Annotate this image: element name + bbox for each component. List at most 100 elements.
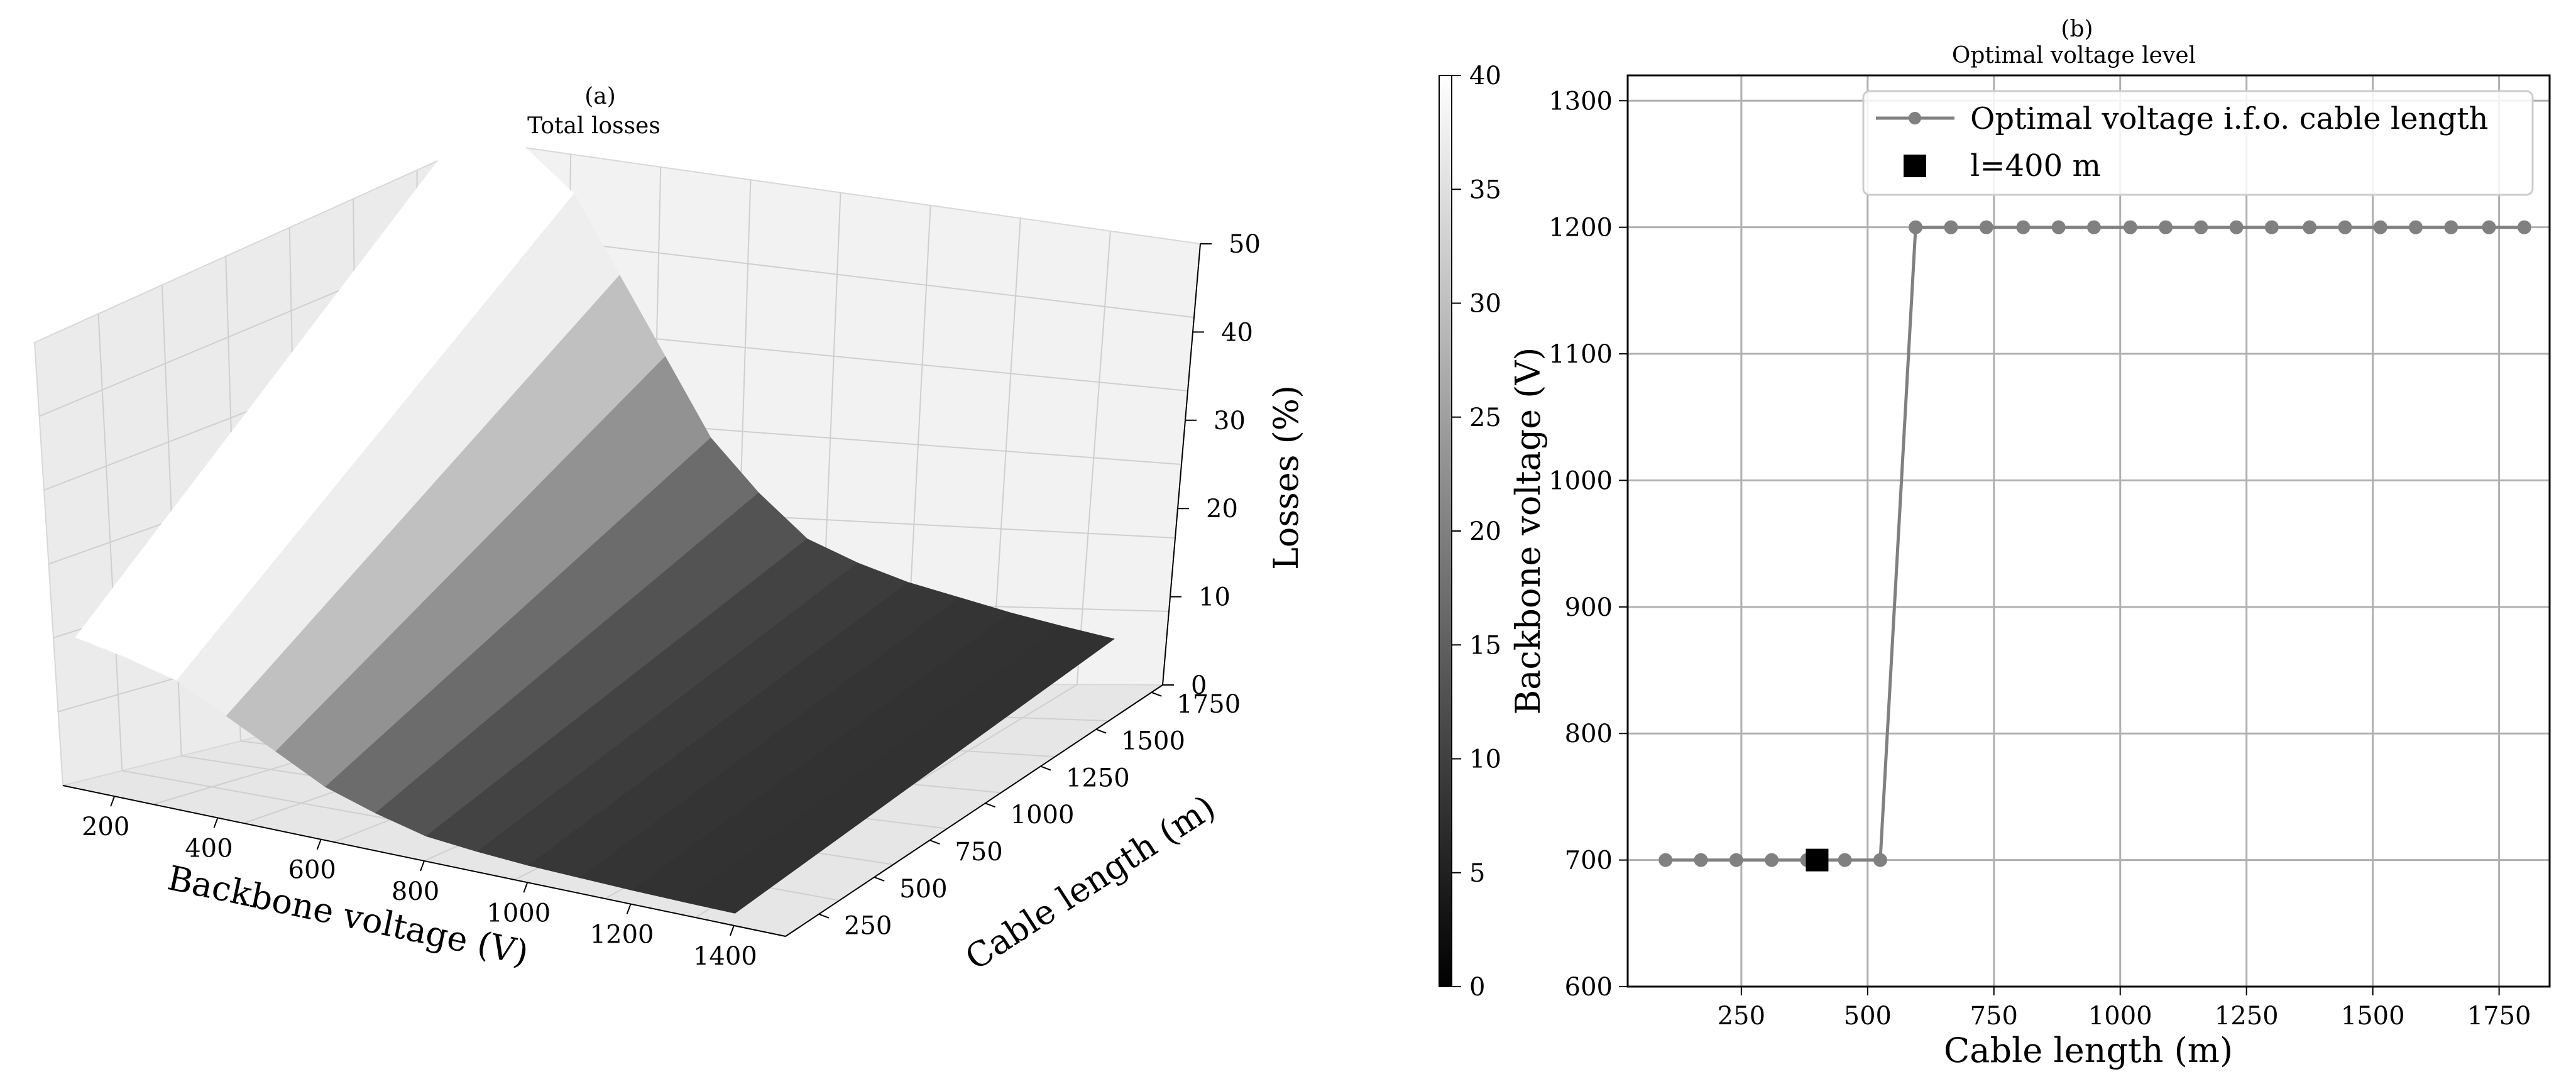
x-tick-label-b: 1250 xyxy=(2215,1002,2279,1031)
colorbar-tick-label: 15 xyxy=(1469,631,1501,660)
legend-label-optimal: Optimal voltage i.f.o. cable length xyxy=(1970,101,2488,136)
series-optimal-voltage-point xyxy=(1909,220,1923,234)
series-optimal-voltage-point xyxy=(1729,853,1743,867)
x-tick-label-b: 250 xyxy=(1718,1002,1765,1031)
axis-ticks-3d: 2004006008001000120014002505007501000125… xyxy=(82,230,1261,971)
y-tick-label-b: 800 xyxy=(1565,720,1613,748)
series-optimal-voltage-point xyxy=(1694,853,1708,867)
loss-surface xyxy=(75,110,1115,914)
x-tick-3d xyxy=(626,904,632,914)
y-tick-label-b: 1000 xyxy=(1548,466,1613,495)
y-tick-3d xyxy=(985,802,995,808)
series-optimal-voltage-point xyxy=(1979,220,1993,234)
y-tick-label-b: 700 xyxy=(1565,846,1613,875)
legend-square-marker xyxy=(1904,155,1926,177)
colorbar-tick-label: 0 xyxy=(1469,973,1485,1002)
y-tick-label-b: 1100 xyxy=(1548,340,1613,369)
y-tick-label-3d: 1500 xyxy=(1121,727,1185,756)
plot-b-series xyxy=(1658,220,2531,872)
plot-b-ticks: 250 500 750 1000 1250 1500 1750 600 700 800 900 100… xyxy=(1548,87,2531,1031)
colorbar-tick-label: 35 xyxy=(1469,175,1501,204)
z-tick-label-3d: 50 xyxy=(1229,230,1261,259)
z-axis-line xyxy=(1162,243,1201,686)
y-tick-3d xyxy=(1040,765,1051,771)
series-optimal-voltage-point xyxy=(2086,220,2101,234)
colorbar-tick-label: 30 xyxy=(1469,290,1501,319)
series-optimal-voltage-point xyxy=(2303,220,2317,234)
y-tick-label-3d: 1250 xyxy=(1066,764,1130,792)
x-tick-label-b: 750 xyxy=(1970,1002,2018,1031)
series-optimal-voltage-point xyxy=(2123,220,2137,234)
panel-b-title: Optimal voltage level xyxy=(1952,43,2196,68)
y-tick-3d xyxy=(1151,691,1162,697)
panel-b: (b) Optimal voltage level 250 500 750 1000 1… xyxy=(1508,16,2551,1070)
x-tick-label-b: 1000 xyxy=(2088,1002,2152,1031)
x-tick-label-3d: 1200 xyxy=(590,921,654,950)
x-tick-3d xyxy=(523,882,529,893)
x-tick-label-3d: 1000 xyxy=(486,899,551,928)
series-optimal-voltage-point xyxy=(2517,220,2531,234)
y-tick-label-b: 1300 xyxy=(1548,87,1613,116)
y-axis-label-b: Backbone voltage (V) xyxy=(1508,348,1548,715)
series-optimal-voltage-point xyxy=(1944,220,1958,234)
series-optimal-voltage-point xyxy=(2482,220,2496,234)
x-tick-label-b: 1750 xyxy=(2467,1002,2531,1031)
z-tick-label-3d: 40 xyxy=(1221,318,1253,347)
colorbar xyxy=(1439,75,1452,987)
y-tick-label-3d: 250 xyxy=(844,912,892,941)
colorbar-ticks: 0 5 10 15 20 25 30 35 40 xyxy=(1452,62,1501,1002)
y-tick-3d xyxy=(929,840,940,845)
series-optimal-voltage-point xyxy=(2373,220,2387,234)
panel-a-title: Total losses xyxy=(527,113,660,139)
y-tick-3d xyxy=(1095,728,1107,734)
z-axis-label-3d: Losses (%) xyxy=(1266,385,1306,570)
colorbar-tick-label: 40 xyxy=(1469,62,1501,90)
series-optimal-voltage-point xyxy=(2051,220,2066,234)
series-optimal-voltage-line xyxy=(1665,226,2524,862)
x-tick-label-3d: 1400 xyxy=(693,942,757,971)
y-tick-label-b: 900 xyxy=(1565,593,1613,622)
x-tick-3d xyxy=(420,860,425,872)
series-l400-marker xyxy=(1806,848,1829,872)
y-tick-label-b: 1200 xyxy=(1548,214,1613,243)
x-tick-3d xyxy=(729,925,735,936)
x-axis-label-3d: Backbone voltage (V) xyxy=(164,858,532,973)
x-tick-3d xyxy=(213,818,219,828)
x-axis-label-b: Cable length (m) xyxy=(1944,1031,2233,1070)
series-optimal-voltage-point xyxy=(2264,220,2279,234)
y-tick-label-3d: 500 xyxy=(899,875,947,904)
series-optimal-voltage-point xyxy=(2338,220,2352,234)
y-tick-label-b: 600 xyxy=(1565,973,1613,1002)
y-tick-label-3d: 1750 xyxy=(1176,690,1241,719)
colorbar-tick-label: 20 xyxy=(1469,517,1501,546)
legend: Optimal voltage i.f.o. cable length l=40… xyxy=(1862,90,2534,196)
panel-a: (a) Total losses 20040060080010001200140… xyxy=(33,62,1501,1002)
panel-b-letter: (b) xyxy=(2061,16,2093,42)
x-tick-3d xyxy=(316,839,322,850)
y-axis-line xyxy=(785,684,1163,937)
series-optimal-voltage-point xyxy=(1873,853,1887,867)
plot-b-gridlines xyxy=(1628,75,2550,988)
y-axis-label-3d: Cable length (m) xyxy=(958,787,1222,978)
series-optimal-voltage-point xyxy=(1838,853,1852,867)
x-tick-label-3d: 600 xyxy=(288,856,336,885)
colorbar-tick-label: 10 xyxy=(1469,745,1501,774)
plot-b-frame xyxy=(1626,74,2551,988)
y-tick-3d xyxy=(874,876,885,882)
legend-point-marker xyxy=(1909,112,1921,124)
series-optimal-voltage-point xyxy=(2444,220,2458,234)
z-tick-label-3d: 10 xyxy=(1198,583,1230,612)
panel-a-letter: (a) xyxy=(584,84,616,109)
series-optimal-voltage-point xyxy=(2016,220,2031,234)
z-tick-label-3d: 0 xyxy=(1191,671,1207,700)
y-tick-3d xyxy=(818,913,830,919)
legend-box xyxy=(1862,90,2534,196)
surface-strip xyxy=(682,626,1115,914)
z-tick-label-3d: 20 xyxy=(1206,495,1238,523)
y-tick-label-3d: 750 xyxy=(955,838,1002,867)
x-tick-label-b: 500 xyxy=(1844,1002,1892,1031)
x-tick-3d xyxy=(110,796,116,807)
colorbar-tick-label: 25 xyxy=(1469,403,1501,432)
y-tick-label-3d: 1000 xyxy=(1011,801,1075,829)
